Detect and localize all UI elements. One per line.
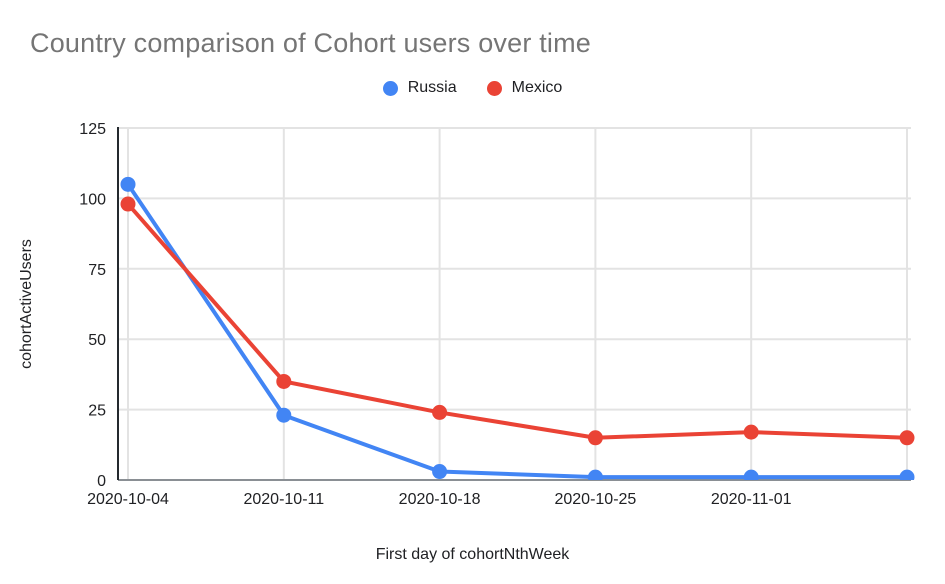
- x-tick-label: 2020-10-18: [399, 491, 481, 508]
- x-tick-label: 2020-11-01: [711, 491, 792, 508]
- x-tick-label: 2020-10-11: [243, 491, 324, 508]
- y-tick-label: 125: [79, 121, 106, 138]
- chart-legend: Russia Mexico: [0, 79, 945, 97]
- y-tick-label: 100: [79, 191, 106, 208]
- y-tick-label: 75: [88, 262, 106, 279]
- legend-dot-icon: [382, 80, 398, 96]
- legend-item-mexico: Mexico: [486, 79, 563, 97]
- x-tick-label: 2020-10-04: [87, 491, 169, 508]
- x-axis-title: First day of cohortNthWeek: [375, 546, 570, 563]
- data-point-mexico-2: [432, 404, 448, 420]
- data-point-mexico-3: [587, 430, 603, 446]
- y-tick-label: 25: [88, 403, 106, 420]
- y-tick-label: 0: [97, 473, 106, 490]
- data-point-mexico-5: [899, 430, 915, 446]
- series-line-mexico: [126, 202, 909, 440]
- data-point-russia-4: [743, 469, 759, 480]
- legend-item-label: Russia: [407, 79, 457, 96]
- chart-title: Country comparison of Cohort users over …: [30, 28, 592, 58]
- data-point-mexico-0: [120, 196, 136, 212]
- data-point-mexico-1: [276, 373, 292, 389]
- data-point-russia-5: [899, 469, 915, 480]
- series-line-russia: [126, 182, 909, 480]
- series-group: [120, 176, 915, 480]
- data-point-russia-3: [587, 469, 603, 480]
- data-point-russia-1: [276, 407, 292, 423]
- x-tick-label: 2020-10-25: [554, 491, 636, 508]
- data-point-russia-0: [120, 176, 136, 192]
- legend-dot-icon: [486, 80, 502, 96]
- legend-item-label: Mexico: [511, 79, 563, 96]
- y-axis-title: cohortActiveUsers: [18, 239, 35, 369]
- data-point-russia-2: [432, 464, 448, 480]
- y-tick-label: 50: [88, 332, 106, 349]
- data-point-mexico-4: [743, 424, 759, 440]
- legend-item-russia: Russia: [382, 79, 457, 97]
